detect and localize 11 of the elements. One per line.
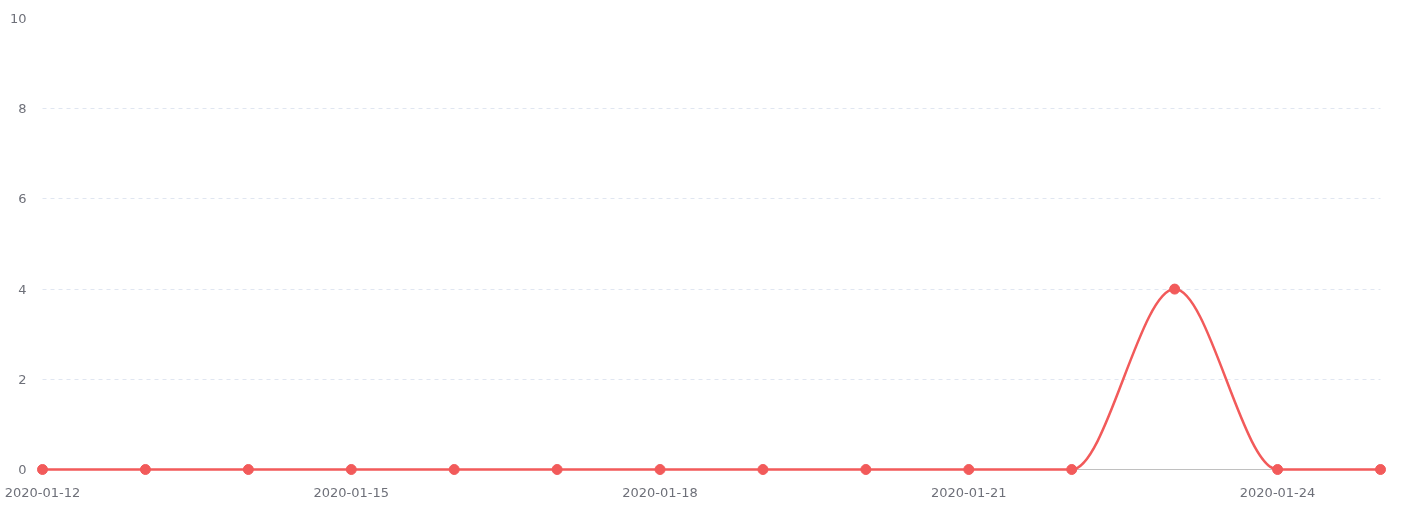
x-tick-label: 2020-01-12 <box>4 484 81 500</box>
x-tick-label: 2020-01-24 <box>1239 484 1316 500</box>
x-tick-label: 2020-01-15 <box>313 484 390 500</box>
x-tick-label: 2020-01-21 <box>931 484 1007 500</box>
y-tick-label: 6 <box>18 191 27 207</box>
x-tick-label: 2020-01-18 <box>622 484 698 500</box>
y-tick-label: 2 <box>18 371 27 387</box>
y-tick-label: 0 <box>18 462 27 477</box>
y-tick-label: 8 <box>18 101 27 117</box>
y-tick-label: 4 <box>18 281 27 297</box>
y-tick-label: 10 <box>9 11 27 26</box>
